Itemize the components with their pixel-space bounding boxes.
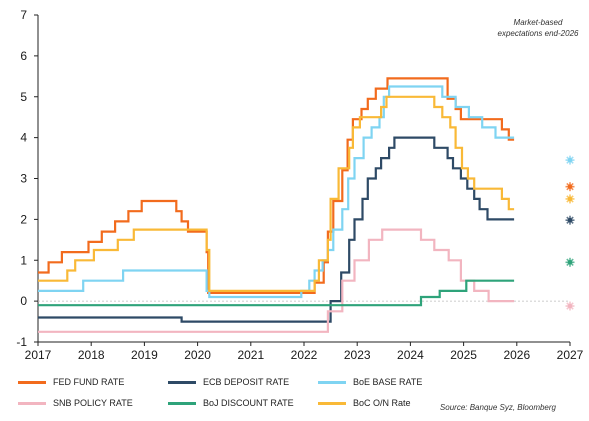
legend-label: BoE BASE RATE [353,377,423,387]
y-tick-label-0: -1 [16,335,27,349]
expectation-marker-2 [565,155,575,165]
legend-label: FED FUND RATE [53,377,125,387]
chart-annotation: Market-based expectations end-2026 [498,18,580,38]
x-tick-label-4: 2021 [237,348,264,362]
x-tick-label-7: 2024 [397,348,424,362]
x-tick-label-8: 2025 [450,348,477,362]
y-tick-label-3: 2 [20,212,27,226]
axes: -1 0 1 2 3 4 5 6 7 2017 2018 2019 2020 2021 2022 2023 20… [16,8,583,362]
legend-item-3: SNB POLICY RATE [18,398,133,408]
chart-source: Source: Banque Syz, Bloomberg [439,403,556,412]
legend-label: ECB DEPOSIT RATE [203,377,290,387]
annotation-line-0: Market-based [514,18,563,27]
legend-swatch [318,380,346,384]
legend-swatch [18,401,46,405]
series-line-3 [38,228,515,333]
y-tick-label-2: 1 [20,253,27,267]
legend-swatch [318,401,346,405]
legend-swatch [18,380,46,384]
expectation-markers [565,155,575,311]
expectation-marker-3 [565,301,575,311]
legend-item-0: FED FUND RATE [18,377,124,387]
x-tick-label-2: 2019 [131,348,158,362]
legend-item-4: BoJ DISCOUNT RATE [168,398,294,408]
x-tick-label-9: 2026 [503,348,530,362]
legend-item-5: BoC O/N Rate [318,398,411,408]
expectation-marker-0 [565,182,575,192]
legend-swatch [168,401,196,405]
legend-item-2: BoE BASE RATE [318,377,422,387]
expectation-marker-5 [565,194,575,204]
series-lines [38,77,515,333]
series-line-1 [38,136,515,323]
legend-label: BoC O/N Rate [353,398,411,408]
expectation-marker-4 [565,257,575,267]
y-tick-label-6: 5 [20,90,27,104]
x-tick-label-3: 2020 [184,348,211,362]
series-line-4 [38,279,515,307]
legend-item-1: ECB DEPOSIT RATE [168,377,289,387]
legend-label: SNB POLICY RATE [53,398,133,408]
x-tick-label-1: 2018 [78,348,105,362]
expectation-marker-1 [565,215,575,225]
legend-swatch [168,380,196,384]
x-tick-label-6: 2023 [344,348,371,362]
x-tick-label-10: 2027 [557,348,584,362]
annotation-line-1: expectations end-2026 [498,29,580,38]
x-tick-label-5: 2022 [291,348,318,362]
y-tick-label-8: 7 [20,8,27,22]
x-tick-label-0: 2017 [25,348,52,362]
series-line-0 [38,77,515,294]
legend-label: BoJ DISCOUNT RATE [203,398,294,408]
series-line-5 [38,95,515,292]
y-tick-label-7: 6 [20,49,27,63]
y-tick-label-4: 3 [20,172,27,186]
y-tick-label-5: 4 [20,131,27,145]
y-tick-label-1: 0 [20,294,27,308]
series-line-2 [38,85,515,299]
